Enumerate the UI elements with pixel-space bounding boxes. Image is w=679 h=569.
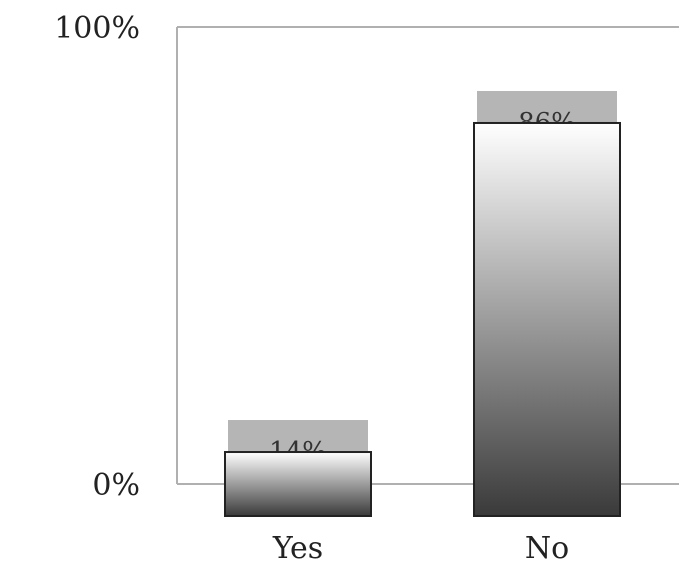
bar-no xyxy=(473,121,621,517)
y-tick-label-max: 100% xyxy=(54,11,140,46)
bar-label-cap xyxy=(477,90,617,123)
bar-label-cap xyxy=(228,420,368,453)
x-tick-label: Yes xyxy=(272,531,323,566)
bars-group: 14%Yes86%No xyxy=(224,90,621,566)
y-tick-label-min: 0% xyxy=(92,468,140,503)
bar-yes xyxy=(224,451,372,517)
x-tick-label: No xyxy=(525,531,569,566)
